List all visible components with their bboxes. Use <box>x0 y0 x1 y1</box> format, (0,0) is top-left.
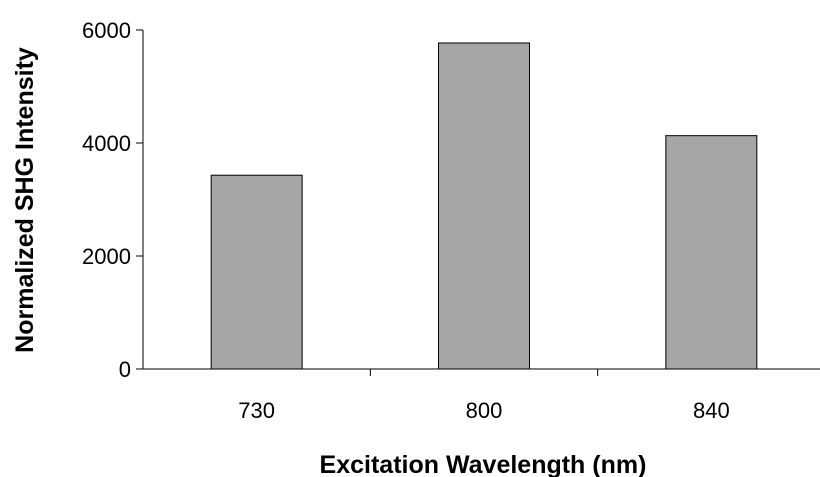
ticks-group: 0 2000 4000 6000 730 800 840 <box>82 18 730 423</box>
bars-group <box>210 42 758 370</box>
axes-group <box>142 30 820 370</box>
x-tick-label: 800 <box>466 398 503 423</box>
y-tick-label: 0 <box>119 357 131 382</box>
bar-840 <box>665 135 758 370</box>
x-axis-title: Excitation Wavelength (nm) <box>320 451 647 477</box>
bar-730 <box>210 174 303 370</box>
x-tick-label: 730 <box>238 398 275 423</box>
y-tick-label: 2000 <box>82 244 131 269</box>
y-tick-label: 4000 <box>82 131 131 156</box>
y-tick-label: 6000 <box>82 18 131 43</box>
y-axis-title: Normalized SHG Intensity <box>11 47 39 353</box>
x-tick-label: 840 <box>693 398 730 423</box>
bar-800 <box>438 42 530 370</box>
